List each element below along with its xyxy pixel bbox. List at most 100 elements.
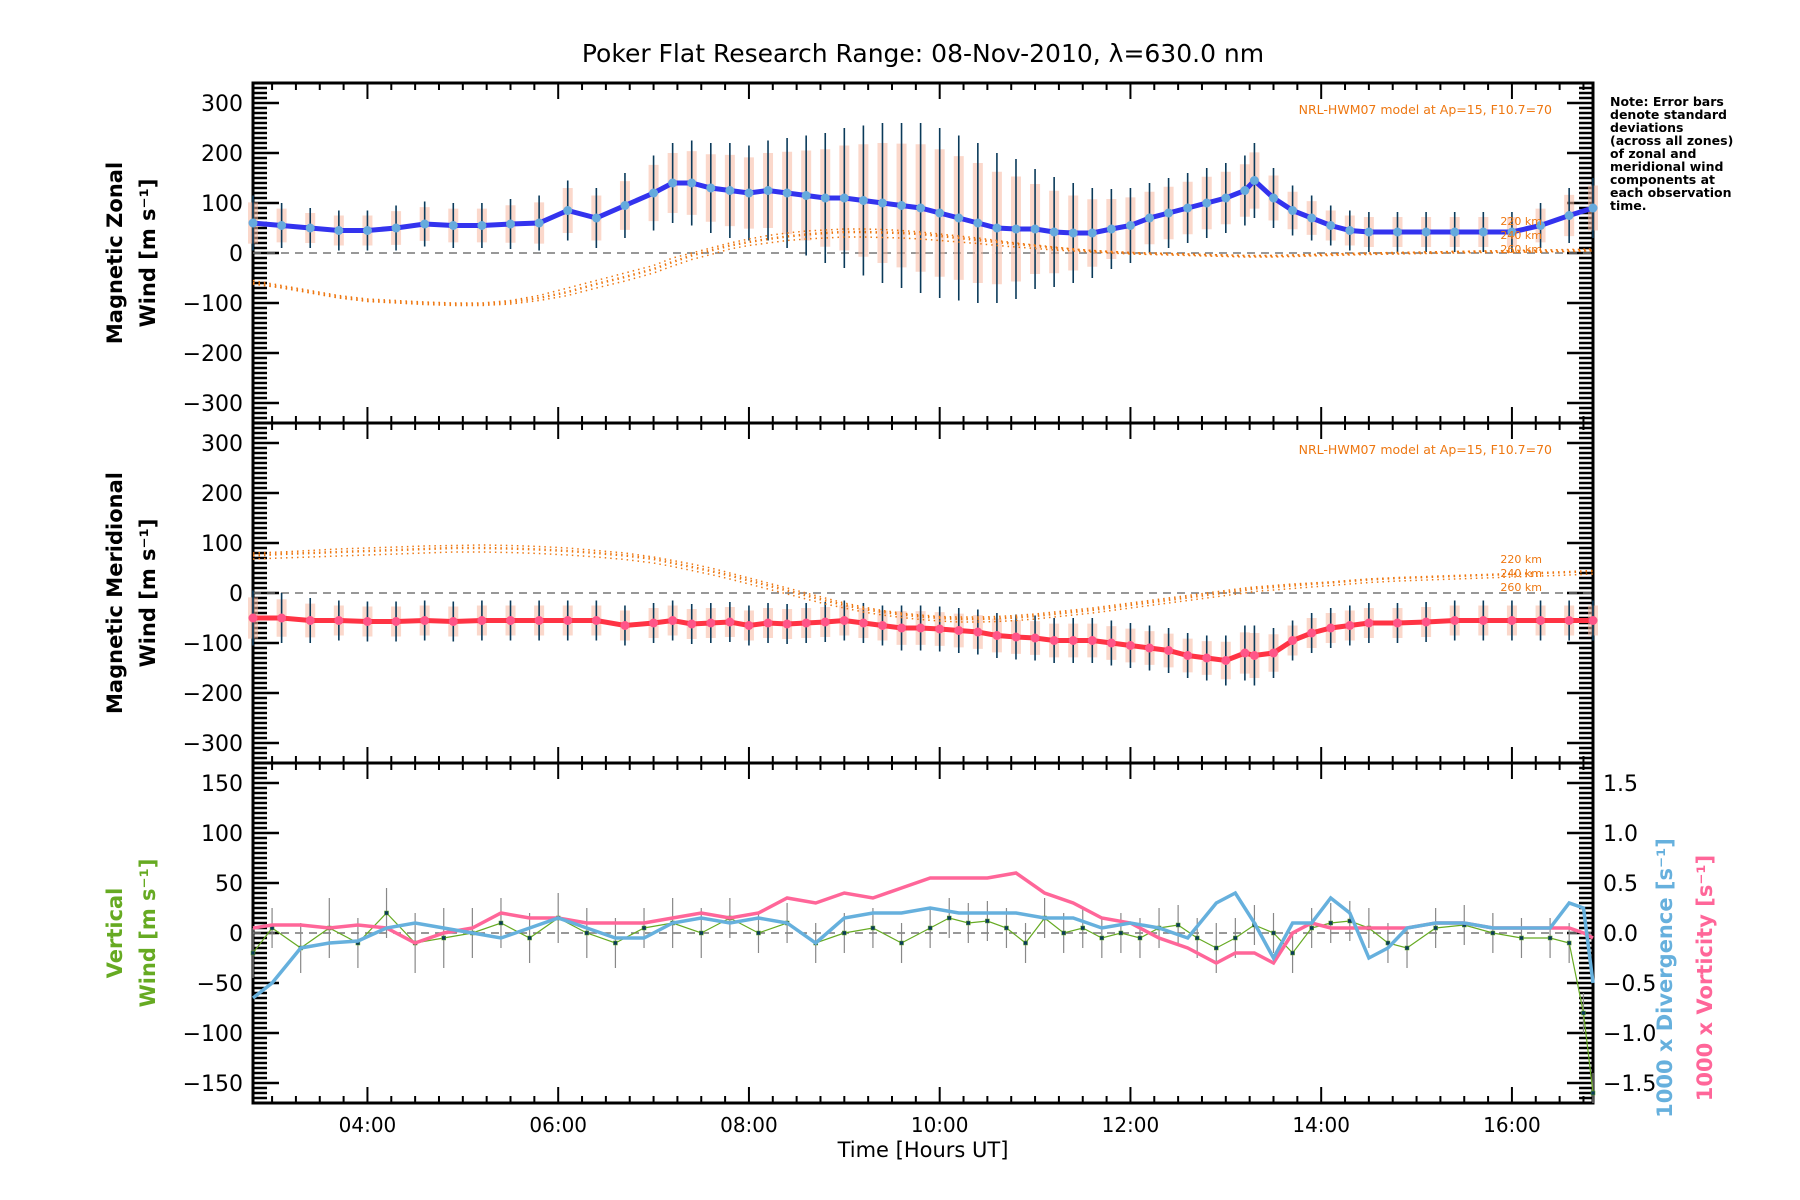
meridional-wind-point xyxy=(1049,636,1059,645)
meridional-wind-point xyxy=(1307,628,1317,638)
panel-zonal: −300 −200 −100 0 100 200 300 Magnetic Zonal Wind… xyxy=(103,81,1598,425)
meridional-wind-point xyxy=(954,626,964,635)
panel-vertical: −150 −100 −50 0 50 100 150 Vertical Wind [m s⁻¹]… xyxy=(103,761,1717,1118)
x-tick-label: 08:00 xyxy=(720,1113,778,1137)
zonal-wind-point xyxy=(1087,228,1097,238)
meridional-wind-point xyxy=(1268,648,1278,658)
vertical-wind-point xyxy=(1214,945,1219,951)
meridional-wind-point xyxy=(1221,656,1231,665)
meridional-wind-point xyxy=(1240,648,1250,658)
x-tick-label: 06:00 xyxy=(529,1113,587,1137)
zonal-wind-point xyxy=(1030,224,1040,234)
zonal-wind-point xyxy=(1249,176,1259,185)
zonal-wind-point xyxy=(877,198,887,208)
vertical-wind-point xyxy=(899,940,904,946)
meridional-wind-point xyxy=(668,616,678,625)
vertical-wind-point xyxy=(1290,950,1295,956)
meridional-wind-point xyxy=(1478,616,1488,625)
panel-meridional: −300 −200 −100 0 100 200 300 Magnetic Meridiona… xyxy=(103,421,1598,765)
meridional-wind-point xyxy=(916,623,926,633)
vorticity-line xyxy=(252,871,1594,966)
x-tick-label: 10:00 xyxy=(911,1113,969,1137)
vertical-wind-point xyxy=(527,935,532,941)
y-tick-label: 0 xyxy=(229,242,243,267)
y-tick-label: 0 xyxy=(229,922,243,947)
zonal-wind-point xyxy=(1106,224,1116,234)
meridional-wind-point xyxy=(334,616,344,625)
y2-tick-label: 1.0 xyxy=(1603,822,1638,847)
model-label: NRL-HWM07 model at Ap=15, F10.7=70 xyxy=(1299,442,1552,457)
y2-tick-label: 1.5 xyxy=(1603,772,1638,797)
zonal-wind-point xyxy=(973,218,983,228)
zonal-wind-point xyxy=(620,201,630,210)
vertical-wind-point xyxy=(927,925,933,931)
zonal-wind-point xyxy=(591,213,601,223)
zonal-wind-point xyxy=(534,218,544,228)
zonal-wind-point xyxy=(1564,211,1574,220)
meridional-wind-point xyxy=(1030,633,1040,643)
meridional-wind-point xyxy=(591,616,601,625)
zonal-wind-point xyxy=(248,218,258,228)
meridional-wind-point xyxy=(706,618,716,628)
y-tick-label: 300 xyxy=(201,432,243,457)
y2-tick-label: −1.0 xyxy=(1603,1022,1656,1047)
meridional-wind-point xyxy=(1145,643,1155,653)
meridional-wind-point xyxy=(1364,618,1374,628)
x-tick-label: 16:00 xyxy=(1483,1113,1541,1137)
zonal-wind-point xyxy=(1478,227,1488,237)
y-axis-label-line1: Vertical xyxy=(103,888,127,979)
meridional-wind-point xyxy=(563,616,573,625)
zonal-wind-point xyxy=(477,221,487,230)
y-tick-label: −150 xyxy=(183,1072,243,1097)
zonal-wind-point xyxy=(362,226,372,235)
zonal-wind-point xyxy=(1450,227,1460,237)
vertical-wind-point xyxy=(1099,935,1105,941)
y-tick-label: −200 xyxy=(183,682,243,707)
zonal-wind-point xyxy=(305,223,315,233)
zonal-wind-point xyxy=(506,219,516,229)
meridional-wind-point xyxy=(420,616,430,625)
zonal-wind-point xyxy=(1068,228,1078,238)
y2-tick-label: −1.5 xyxy=(1603,1072,1656,1097)
vertical-wind-point xyxy=(1385,940,1391,946)
model-altitude-label: 220 km xyxy=(1500,215,1542,228)
y2-tick-label: 0.0 xyxy=(1603,922,1638,947)
meridional-wind-point xyxy=(506,616,516,625)
meridional-wind-point xyxy=(1202,653,1212,663)
meridional-wind-point xyxy=(477,616,487,625)
vertical-wind-point xyxy=(1433,925,1438,931)
y2-axis-label-vorticity: 1000 x Vorticity [s⁻¹] xyxy=(1693,855,1717,1101)
zonal-wind-point xyxy=(801,191,811,200)
meridional-wind-point xyxy=(1164,646,1174,655)
meridional-wind-point xyxy=(277,613,287,623)
meridional-wind-point xyxy=(763,618,773,628)
vertical-wind-point xyxy=(1061,930,1066,936)
zonal-wind-point xyxy=(1268,193,1278,203)
meridional-wind-point xyxy=(877,621,887,630)
meridional-wind-point xyxy=(935,624,945,634)
meridional-wind-point xyxy=(362,617,372,626)
vertical-wind-point xyxy=(1590,1090,1596,1096)
vertical-wind-line xyxy=(252,912,1594,1094)
meridional-wind-point xyxy=(534,616,544,625)
vertical-wind-point xyxy=(1271,930,1276,936)
model-curve-240-km xyxy=(252,546,1594,621)
y-tick-label: −300 xyxy=(183,732,243,757)
model-curve-260-km xyxy=(252,236,1594,307)
vertical-wind-point xyxy=(441,935,446,941)
y-tick-label: 50 xyxy=(215,872,243,897)
model-altitude-label: 240 km xyxy=(1500,567,1542,580)
zonal-wind-point xyxy=(858,196,868,205)
vertical-wind-point xyxy=(966,920,971,926)
divergence-line xyxy=(251,890,1595,1000)
meridional-wind-point xyxy=(973,627,983,637)
zonal-wind-point xyxy=(420,219,430,229)
model-curve-220-km xyxy=(252,544,1594,618)
vertical-wind-point xyxy=(584,930,590,936)
meridional-wind-point xyxy=(1106,638,1116,648)
zonal-wind-point xyxy=(897,201,907,210)
meridional-wind-point xyxy=(1326,623,1336,633)
vertical-wind-point xyxy=(699,930,704,936)
zonal-wind-point xyxy=(448,221,458,230)
